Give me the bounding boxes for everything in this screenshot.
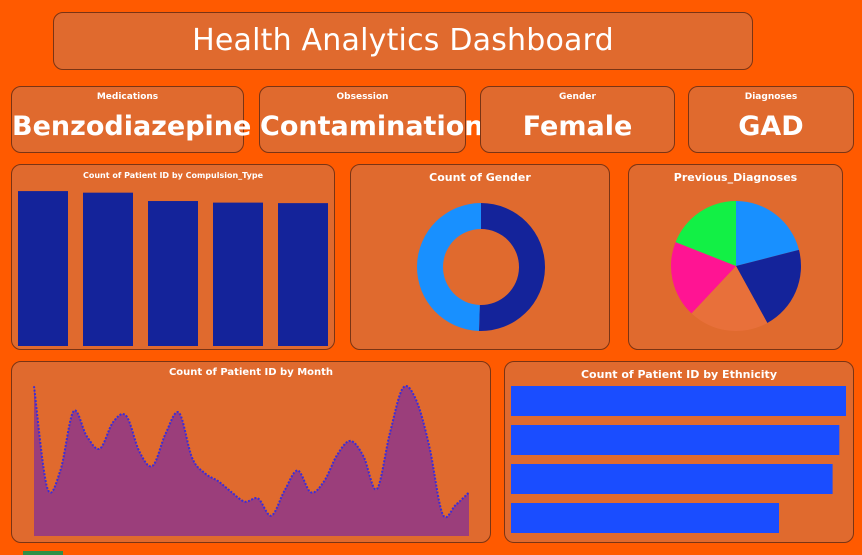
kpi-value-gender: Female	[522, 111, 633, 142]
compulsion-bar-chart	[18, 191, 328, 346]
diagnoses-slice[interactable]	[736, 249, 801, 323]
gender-slice[interactable]	[417, 203, 481, 331]
month-line[interactable]	[33, 385, 470, 519]
diagnoses-slice[interactable]	[675, 201, 736, 266]
gender-donut-chart	[417, 203, 546, 331]
kpi-label-gender: Gender	[559, 92, 596, 102]
ethnicity-bar[interactable]	[511, 464, 833, 494]
diagnoses-slice[interactable]	[691, 266, 768, 331]
diagnoses-slice[interactable]	[736, 201, 799, 266]
dashboard-title-card: Health Analytics Dashboard	[53, 12, 753, 70]
page-title: Health Analytics Dashboard	[192, 23, 614, 58]
footer-tab-marker	[23, 551, 63, 555]
compulsion-bar[interactable]	[278, 203, 328, 346]
ethnicity-bar[interactable]	[511, 386, 846, 416]
diagnoses-chart-title: Previous_Diagnoses	[673, 171, 798, 184]
kpi-label-medications: Medications	[96, 92, 159, 102]
month-area[interactable]	[34, 386, 469, 536]
ethnicity-bar[interactable]	[511, 425, 840, 455]
compulsion-bar[interactable]	[148, 201, 198, 346]
compulsion-bar[interactable]	[83, 192, 133, 346]
kpi-card-diagnoses: Diagnoses GAD	[688, 86, 854, 153]
month-chart-card: Count of Patient ID by Month	[11, 361, 491, 543]
ethnicity-bar[interactable]	[511, 503, 779, 533]
ethnicity-chart-card: Count of Patient ID by Ethnicity	[504, 361, 854, 543]
kpi-value-medications: Benzodiazepine	[12, 111, 252, 142]
ethnicity-bar-chart	[511, 386, 846, 533]
diagnoses-pie-chart	[671, 201, 801, 331]
month-area-chart	[33, 385, 470, 536]
compulsion-bar[interactable]	[213, 202, 263, 346]
gender-chart-title: Count of Gender	[429, 171, 531, 184]
diagnoses-slice[interactable]	[671, 242, 736, 314]
kpi-value-diagnoses: GAD	[738, 111, 804, 142]
kpi-label-obsession: Obsession	[336, 92, 389, 102]
gender-slice[interactable]	[478, 203, 546, 331]
ethnicity-chart-title: Count of Patient ID by Ethnicity	[580, 368, 777, 381]
kpi-value-obsession: Contamination	[260, 111, 484, 142]
diagnoses-chart-card: Previous_Diagnoses	[628, 164, 843, 350]
kpi-card-obsession: Obsession Contamination	[259, 86, 484, 153]
month-chart-title: Count of Patient ID by Month	[168, 367, 334, 378]
compulsion-chart-card: Count of Patient ID by Compulsion_Type	[11, 164, 335, 350]
compulsion-bar[interactable]	[18, 191, 68, 346]
kpi-card-gender: Gender Female	[480, 86, 675, 153]
gender-chart-card: Count of Gender	[350, 164, 610, 350]
compulsion-chart-title: Count of Patient ID by Compulsion_Type	[82, 171, 264, 180]
kpi-card-medications: Medications Benzodiazepine	[11, 86, 252, 153]
kpi-label-diagnoses: Diagnoses	[744, 92, 798, 102]
